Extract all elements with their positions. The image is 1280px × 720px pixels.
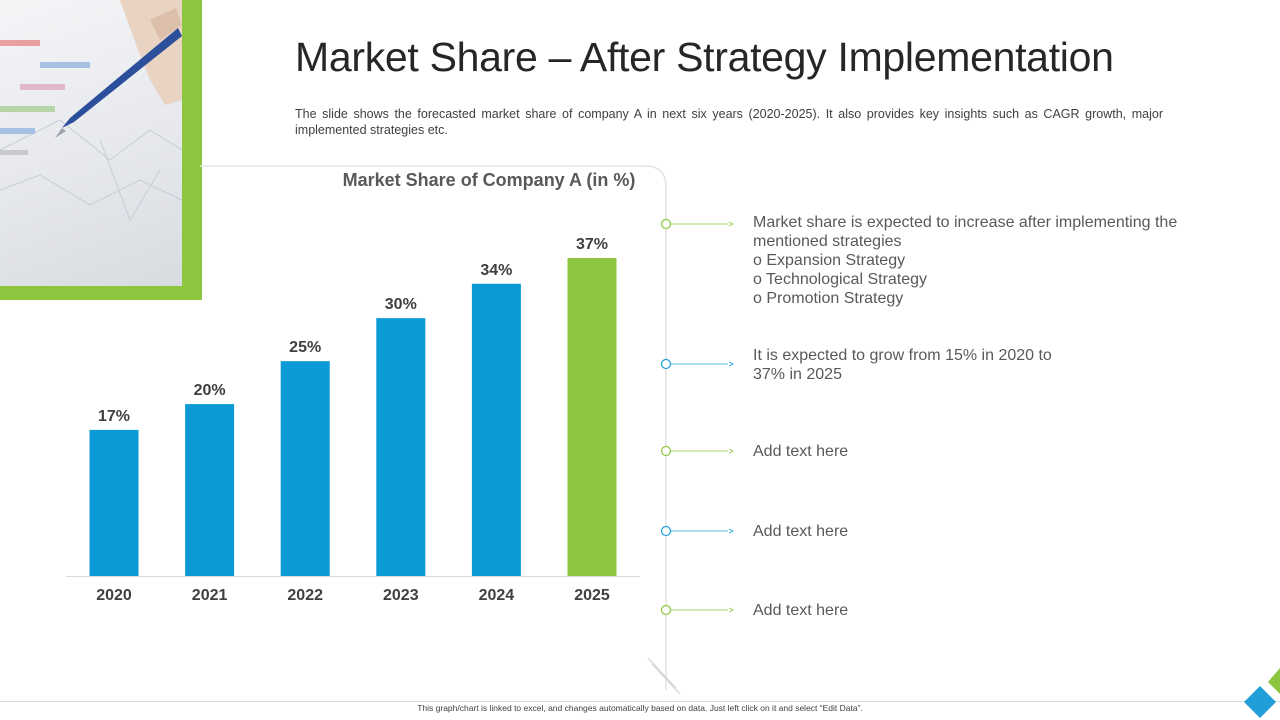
panel-hash-marks: [647, 657, 681, 695]
photo-color-bars: [0, 40, 90, 155]
timeline-marker-icon: [660, 218, 672, 230]
insight-item: It is expected to grow from 15% in 2020 …: [753, 346, 1183, 384]
insight-item: Add text here: [753, 522, 1183, 541]
bar-2022: [280, 361, 330, 576]
insight-text: o Technological Strategy: [753, 271, 928, 288]
chart-title: Market Share of Company A (in %): [342, 170, 636, 190]
data-label-2025: 37%: [576, 236, 608, 253]
x-tick-2022: 2022: [287, 587, 323, 604]
pen-icon: [55, 28, 182, 138]
insight-text: o Promotion Strategy: [753, 290, 904, 307]
insight-item: Add text here: [753, 442, 1183, 461]
arrow-icon: [728, 448, 734, 454]
insight-text: Add text here: [753, 443, 849, 460]
photo-paper-lines: [0, 119, 182, 222]
footnote: This graph/chart is linked to excel, and…: [417, 703, 863, 713]
page-title: Market Share – After Strategy Implementa…: [295, 34, 1114, 80]
insight-text: It is expected to grow from 15% in 2020 …: [753, 347, 1052, 364]
bar-2021: [185, 404, 235, 576]
slide-description: The slide shows the forecasted market sh…: [295, 107, 1163, 137]
insight-item: Market share is expected to increase aft…: [753, 213, 1183, 308]
insight-text: Add text here: [753, 523, 849, 540]
x-tick-2021: 2021: [192, 587, 228, 604]
insight-text: 37% in 2025: [753, 366, 842, 383]
data-label-2023: 30%: [385, 296, 417, 313]
diamond-logo-icon: [1244, 668, 1280, 718]
x-tick-2024: 2024: [479, 587, 515, 604]
data-label-2020: 17%: [98, 408, 130, 425]
timeline-marker-icon: [660, 445, 672, 457]
bottom-divider: [0, 701, 1280, 702]
arrow-icon: [728, 607, 734, 613]
bar-2025: [567, 258, 617, 576]
hand-pen-chart-photo: [0, 0, 182, 286]
x-tick-2025: 2025: [574, 587, 610, 604]
x-tick-2023: 2023: [383, 587, 419, 604]
insight-item: Add text here: [753, 601, 1183, 620]
arrow-icon: [728, 528, 734, 534]
bar-2024: [471, 283, 521, 576]
insight-text: Add text here: [753, 602, 849, 619]
x-tick-2020: 2020: [96, 587, 132, 604]
bar-2023: [376, 318, 426, 576]
insight-text: mentioned strategies: [753, 233, 902, 250]
data-label-2024: 34%: [480, 262, 512, 279]
photo-frame: [0, 0, 202, 300]
arrow-icon: [728, 221, 734, 227]
timeline-marker-icon: [660, 604, 672, 616]
insight-text: Market share is expected to increase aft…: [753, 214, 1178, 231]
bar-2020: [89, 429, 139, 576]
timeline-marker-icon: [660, 358, 672, 370]
data-label-2022: 25%: [289, 339, 321, 356]
data-label-2021: 20%: [194, 382, 226, 399]
arrow-icon: [728, 361, 734, 367]
insight-text: o Expansion Strategy: [753, 252, 906, 269]
timeline-marker-icon: [660, 525, 672, 537]
